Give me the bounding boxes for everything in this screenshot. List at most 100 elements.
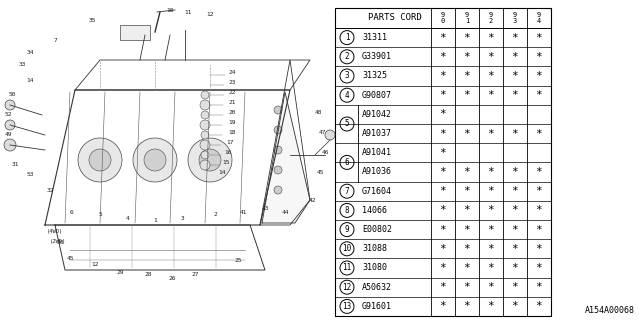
Text: 9
3: 9 3 [513,12,517,24]
Text: *: * [440,52,446,62]
Text: *: * [463,301,470,311]
Text: *: * [488,129,494,139]
Text: A91036: A91036 [362,167,392,177]
Text: *: * [440,205,446,215]
Circle shape [5,120,15,130]
Text: *: * [440,282,446,292]
Text: *: * [440,167,446,177]
Circle shape [340,261,354,275]
Text: 5: 5 [345,119,349,129]
Circle shape [274,126,282,134]
Bar [120,25,150,40]
Text: 33: 33 [19,62,26,68]
Text: *: * [440,263,446,273]
Text: *: * [440,186,446,196]
Text: *: * [488,71,494,81]
Text: *: * [440,244,446,254]
Text: 8: 8 [345,206,349,215]
Text: 44: 44 [281,210,289,214]
Circle shape [340,280,354,294]
Circle shape [201,131,209,139]
Circle shape [340,242,354,256]
Text: *: * [488,33,494,43]
Text: 7: 7 [53,37,57,43]
Text: (2WD): (2WD) [50,239,66,244]
Text: *: * [463,33,470,43]
Text: *: * [511,186,518,196]
Text: 31: 31 [12,163,19,167]
Text: *: * [463,129,470,139]
Text: 32: 32 [46,188,54,193]
Text: 25: 25 [234,258,242,262]
Circle shape [201,151,209,159]
Text: 3: 3 [345,71,349,81]
Text: 2: 2 [213,212,217,218]
Text: 23: 23 [228,79,236,84]
Text: 11: 11 [184,10,192,14]
Text: PARTS CORD: PARTS CORD [368,13,422,22]
Text: *: * [463,52,470,62]
Text: *: * [536,244,542,254]
Circle shape [200,140,210,150]
Text: *: * [463,90,470,100]
Text: *: * [536,225,542,235]
Text: *: * [463,282,470,292]
Circle shape [340,300,354,313]
Text: *: * [488,90,494,100]
Text: G91601: G91601 [362,302,392,311]
Text: 5: 5 [98,212,102,218]
Text: 41: 41 [239,210,247,214]
Text: 3: 3 [181,215,185,220]
Text: *: * [440,225,446,235]
Text: *: * [511,90,518,100]
Text: *: * [488,225,494,235]
Text: 6: 6 [70,210,74,214]
Text: 31311: 31311 [362,33,387,42]
Text: *: * [440,148,446,158]
Text: 14066: 14066 [362,206,387,215]
Text: 19: 19 [228,119,236,124]
Text: *: * [511,301,518,311]
Text: 30: 30 [56,239,64,244]
Bar [335,8,551,316]
Text: 10: 10 [342,244,351,253]
Circle shape [200,120,210,130]
Text: *: * [488,244,494,254]
Text: *: * [536,33,542,43]
Text: *: * [463,71,470,81]
Circle shape [4,139,16,151]
Text: A154A00068: A154A00068 [585,306,635,315]
Text: 1: 1 [153,218,157,222]
Text: *: * [488,205,494,215]
Text: A91041: A91041 [362,148,392,157]
Text: *: * [488,52,494,62]
Text: 45: 45 [67,255,74,260]
Text: 42: 42 [308,197,316,203]
Circle shape [89,149,111,171]
Text: *: * [463,167,470,177]
Circle shape [200,100,210,110]
Text: *: * [511,244,518,254]
Text: 43: 43 [261,205,269,211]
Circle shape [340,50,354,64]
Text: A50632: A50632 [362,283,392,292]
Text: 21: 21 [228,100,236,105]
Text: E00802: E00802 [362,225,392,234]
Circle shape [188,138,232,182]
Text: 11: 11 [342,263,351,273]
Text: 2: 2 [345,52,349,61]
Polygon shape [262,92,310,223]
Text: 28: 28 [144,273,152,277]
Text: 35: 35 [88,18,96,22]
Text: *: * [463,186,470,196]
Text: 4: 4 [345,91,349,100]
Text: 14: 14 [218,170,226,174]
Text: *: * [536,71,542,81]
Text: 31325: 31325 [362,71,387,81]
Text: *: * [536,186,542,196]
Circle shape [78,138,122,182]
Text: 34: 34 [26,50,34,54]
Circle shape [201,111,209,119]
Text: *: * [536,301,542,311]
Text: *: * [463,205,470,215]
